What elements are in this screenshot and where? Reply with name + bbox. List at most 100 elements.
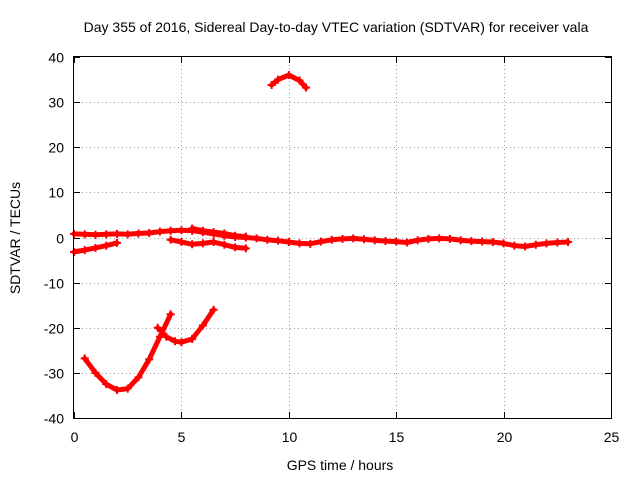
data-point (112, 229, 121, 238)
data-point (413, 236, 422, 245)
data-point (542, 239, 551, 248)
data-point (456, 236, 465, 245)
data-point (177, 226, 186, 235)
data-point (198, 239, 207, 248)
data-point (402, 238, 411, 247)
y-tick-label: -40 (44, 411, 64, 427)
data-point (91, 230, 100, 239)
data-point (80, 246, 89, 255)
data-point (295, 76, 304, 85)
data-point (134, 373, 143, 382)
data-point (327, 235, 336, 244)
data-point (112, 238, 121, 247)
data-point (220, 229, 229, 238)
chart-title: Day 355 of 2016, Sidereal Day-to-day VTE… (84, 19, 589, 35)
data-point (267, 80, 276, 89)
y-tick-label: 30 (48, 95, 64, 111)
tick-labels: 0 5 10 15 20 25 -40 -30 -20 -10 0 10 20 30 40 (44, 50, 620, 446)
data-point (263, 235, 272, 244)
data-point (349, 234, 358, 243)
data-point (188, 224, 197, 233)
x-tick-label: 15 (389, 429, 405, 445)
data-point (392, 237, 401, 246)
data-point (499, 239, 508, 248)
data-point (145, 228, 154, 237)
data-point (553, 238, 562, 247)
data-point (445, 234, 454, 243)
data-point (188, 335, 197, 344)
data-point (123, 230, 132, 239)
data-point (274, 236, 283, 245)
x-tick-label: 25 (604, 429, 620, 445)
data-point (102, 230, 111, 239)
data-point (488, 238, 497, 247)
data-point (301, 83, 310, 92)
data-point (252, 234, 261, 243)
data-point (80, 230, 89, 239)
x-tick-label: 10 (282, 429, 298, 445)
x-tick-label: 5 (178, 429, 186, 445)
data-point (153, 323, 162, 332)
data-point (231, 243, 240, 252)
data-point (91, 243, 100, 252)
y-tick-label: -10 (44, 276, 64, 292)
data-point (134, 229, 143, 238)
y-tick-label: -30 (44, 366, 64, 382)
y-tick-label: 10 (48, 185, 64, 201)
data-point (531, 240, 540, 249)
data-point (370, 236, 379, 245)
axis-ticks (74, 57, 612, 419)
data-point (123, 384, 132, 393)
data-point (295, 239, 304, 248)
data-point (521, 242, 530, 251)
y-axis-label: SDTVAR / TECUs (7, 182, 23, 294)
data-point (284, 71, 293, 80)
data-point (241, 244, 250, 253)
y-tick-label: 20 (48, 140, 64, 156)
data-point (166, 226, 175, 235)
data-point (102, 380, 111, 389)
data-point (284, 238, 293, 247)
data-point (564, 238, 573, 247)
data-point (102, 241, 111, 250)
y-tick-label: 0 (56, 231, 64, 247)
data-point (306, 239, 315, 248)
data-point (220, 240, 229, 249)
data-point (435, 234, 444, 243)
data-point (317, 237, 326, 246)
data-point (177, 338, 186, 347)
data-point (166, 235, 175, 244)
grid-lines (74, 57, 611, 418)
y-tick-label: 40 (48, 50, 64, 66)
data-point (424, 234, 433, 243)
data-point (80, 354, 89, 363)
y-tick-label: -20 (44, 321, 64, 337)
data-point (209, 238, 218, 247)
data-point (241, 232, 250, 241)
data-point (478, 237, 487, 246)
data-point (177, 238, 186, 247)
data-point (209, 305, 218, 314)
data-point (198, 321, 207, 330)
x-tick-label: 0 (71, 429, 79, 445)
data-point (198, 226, 207, 235)
data-series (70, 71, 573, 395)
data-point (91, 368, 100, 377)
data-point (381, 237, 390, 246)
data-point (338, 234, 347, 243)
data-point (359, 235, 368, 244)
x-tick-label: 20 (497, 429, 513, 445)
x-axis-label: GPS time / hours (287, 457, 394, 473)
data-point (166, 310, 175, 319)
data-point (231, 231, 240, 240)
plot-frame (73, 56, 612, 419)
data-point (155, 227, 164, 236)
data-point (145, 355, 154, 364)
data-point (112, 386, 121, 395)
data-point (467, 237, 476, 246)
data-point (209, 228, 218, 237)
data-point (162, 332, 171, 341)
data-point (274, 75, 283, 84)
data-point (188, 240, 197, 249)
